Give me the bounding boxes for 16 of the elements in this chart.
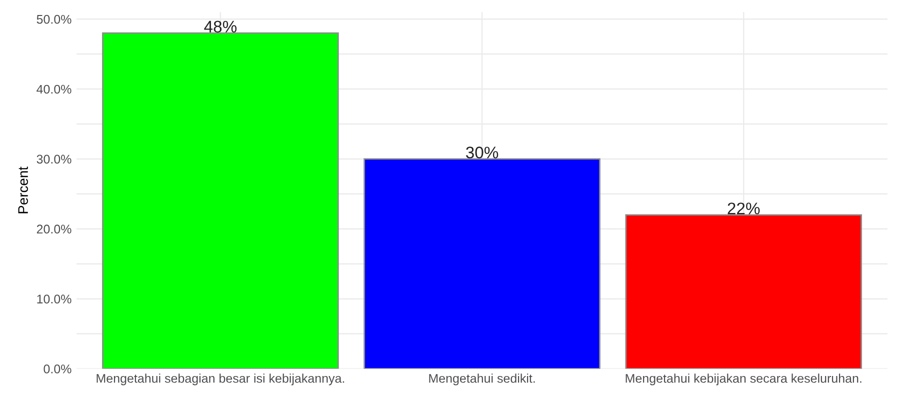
- y-tick-label: 40.0%: [36, 84, 72, 94]
- data-label: 48%: [204, 20, 237, 33]
- bar: [625, 214, 862, 369]
- bar: [102, 32, 339, 369]
- y-axis-title: Percent: [18, 166, 28, 214]
- x-tick-label: Mengetahui sebagian besar isi kebijakannya.: [96, 374, 344, 386]
- y-tick-label: 20.0%: [36, 224, 72, 234]
- y-tick-label: 10.0%: [37, 294, 72, 304]
- bar: [364, 158, 600, 369]
- data-label: 30%: [466, 146, 498, 158]
- x-tick-label: Mengetahui kebijakan secara keseluruhan.: [626, 374, 862, 386]
- y-tick-label: 30.0%: [36, 154, 72, 164]
- y-tick-label: 0.0%: [44, 364, 72, 374]
- x-tick-label: Mengetahui sedikit.: [429, 374, 535, 386]
- data-label: 22%: [728, 202, 760, 214]
- y-tick-label: 50.0%: [36, 14, 72, 24]
